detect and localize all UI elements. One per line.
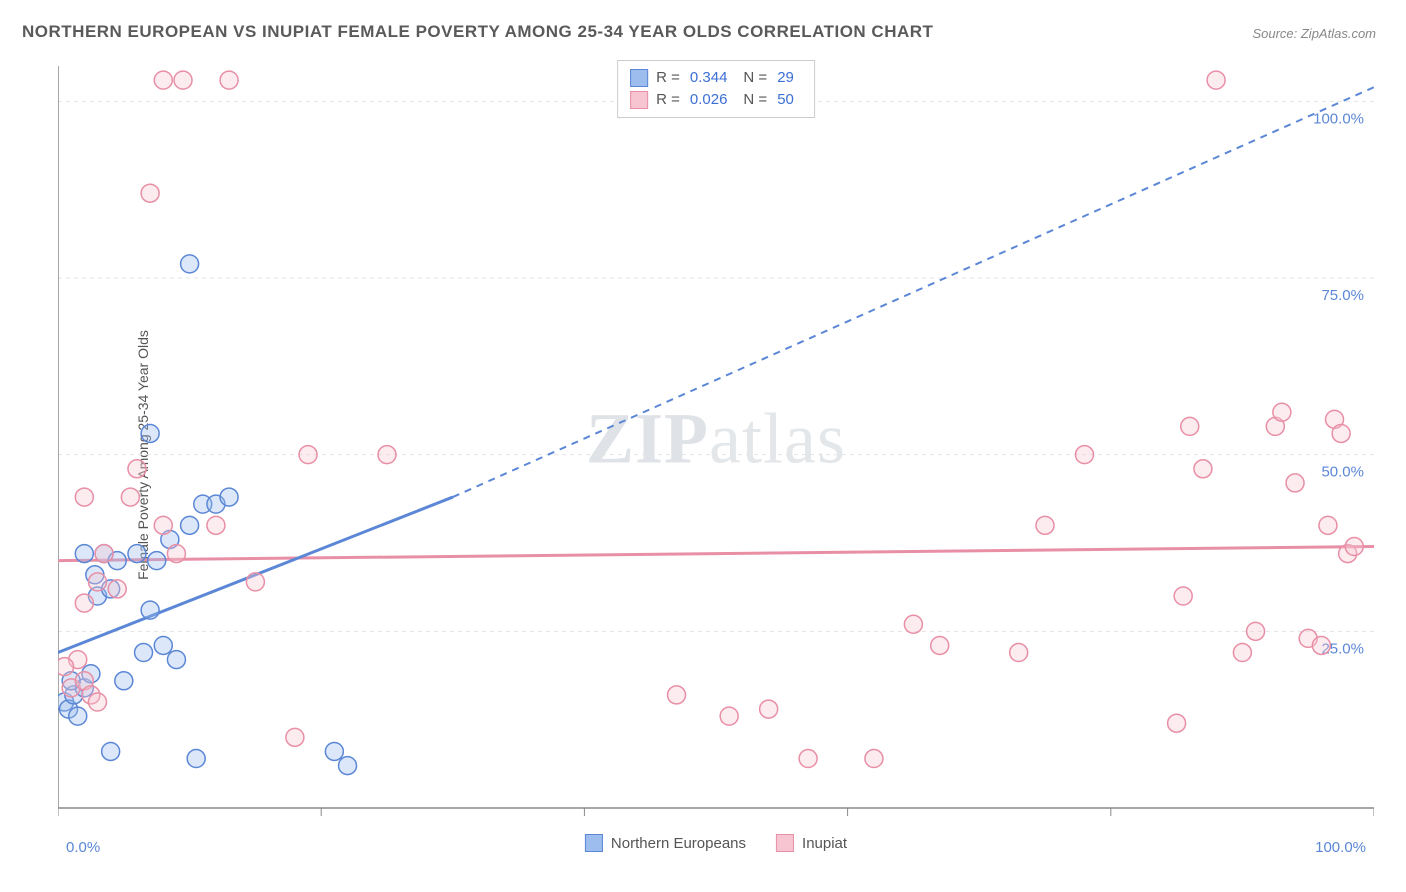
x-axis-max-label: 100.0% — [1315, 839, 1366, 856]
x-axis-min-label: 0.0% — [66, 839, 100, 856]
legend-swatch — [585, 834, 603, 852]
legend-stat-row: R = 0.026 N = 50 — [630, 89, 802, 111]
legend-label: Northern Europeans — [611, 835, 746, 852]
chart-area: Female Poverty Among 25-34 Year Olds ZIP… — [58, 60, 1374, 850]
stat-n-label: N = — [743, 67, 767, 89]
chart-title: NORTHERN EUROPEAN VS INUPIAT FEMALE POVE… — [22, 22, 933, 42]
stat-n-value: 29 — [775, 67, 802, 89]
stat-r-label: R = — [656, 67, 680, 89]
legend-stats: R = 0.344 N = 29 R = 0.026 N = 50 — [617, 60, 815, 118]
legend-stat-row: R = 0.344 N = 29 — [630, 67, 802, 89]
stat-r-label: R = — [656, 89, 680, 111]
svg-text:75.0%: 75.0% — [1321, 287, 1364, 304]
stat-n-value: 50 — [775, 89, 802, 111]
svg-text:50.0%: 50.0% — [1321, 464, 1364, 481]
stat-n-label: N = — [743, 89, 767, 111]
legend-swatch — [776, 834, 794, 852]
legend-item: Inupiat — [776, 834, 847, 852]
scatter-plot: 25.0%50.0%75.0%100.0% — [58, 60, 1374, 850]
legend-series: Northern Europeans Inupiat — [585, 834, 847, 852]
svg-text:100.0%: 100.0% — [1313, 110, 1364, 127]
legend-item: Northern Europeans — [585, 834, 746, 852]
stat-r-value: 0.344 — [688, 67, 736, 89]
legend-label: Inupiat — [802, 835, 847, 852]
legend-swatch — [630, 69, 648, 87]
legend-swatch — [630, 91, 648, 109]
stat-r-value: 0.026 — [688, 89, 736, 111]
source-label: Source: ZipAtlas.com — [1252, 26, 1376, 41]
